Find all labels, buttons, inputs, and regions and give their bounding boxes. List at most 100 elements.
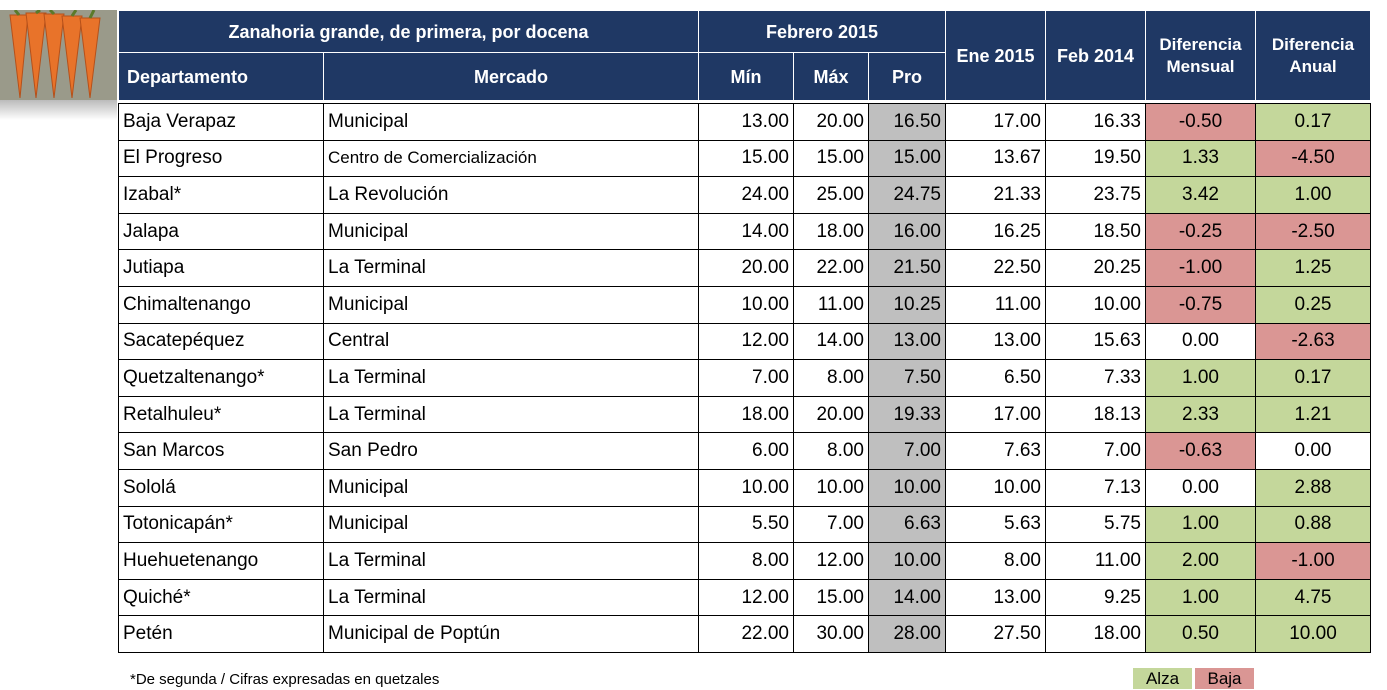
table-cell: 14.00: [793, 322, 869, 361]
table-cell: 1.00: [1145, 578, 1256, 617]
table-cell: 13.00: [945, 578, 1046, 617]
table-cell: 16.00: [868, 212, 946, 251]
table-cell: 18.13: [1045, 395, 1146, 434]
table-cell: 19.33: [868, 395, 946, 434]
carrot-image: [0, 10, 117, 120]
table-cell: San Marcos: [118, 432, 324, 470]
table-cell: 15.00: [793, 139, 869, 178]
column-header: Mín: [698, 52, 794, 101]
table-cell: 25.00: [793, 176, 869, 214]
table-cell: 30.00: [793, 615, 869, 653]
table-cell: -2.50: [1255, 212, 1371, 251]
table-cell: 7.00: [1045, 432, 1146, 470]
table-cell: 1.00: [1145, 359, 1256, 397]
column-header: Departamento: [118, 52, 324, 101]
table-cell: Izabal*: [118, 176, 324, 214]
table-cell: La Terminal: [323, 249, 699, 287]
table-cell: 2.88: [1255, 468, 1371, 507]
table-cell: 21.50: [868, 249, 946, 287]
table-cell: La Terminal: [323, 578, 699, 617]
legend-item: Baja: [1195, 668, 1254, 689]
table-cell: Municipal: [323, 212, 699, 251]
table-cell: 18.00: [793, 212, 869, 251]
table-row: Baja Verapaz Municipal 13.00 20.00 16.50 17.0…: [118, 103, 1371, 141]
table-cell: Retalhuleu*: [118, 395, 324, 434]
table-cell: 6.63: [868, 505, 946, 544]
table-row: Sacatepéquez Central 12.00 14.00 13.00 13.00 1…: [118, 322, 1371, 361]
table-cell: 2.33: [1145, 395, 1256, 434]
table-cell: -0.50: [1145, 103, 1256, 141]
table-cell: -0.25: [1145, 212, 1256, 251]
period-header: Febrero 2015: [698, 10, 946, 53]
table-cell: 5.63: [945, 505, 1046, 544]
table-cell: 10.00: [793, 468, 869, 507]
table-cell: La Terminal: [323, 542, 699, 580]
table-cell: 12.00: [793, 542, 869, 580]
header-table: Zanahoria grande, de primera, por docena…: [118, 10, 1371, 101]
table-cell: 8.00: [945, 542, 1046, 580]
table-cell: 10.00: [945, 468, 1046, 507]
table-cell: Municipal: [323, 285, 699, 324]
table-cell: 2.00: [1145, 542, 1256, 580]
table-cell: Centro de Comercialización: [323, 139, 699, 178]
table-cell: 24.00: [698, 176, 794, 214]
table-cell: 0.00: [1145, 468, 1256, 507]
table-cell: 4.75: [1255, 578, 1371, 617]
table-cell: 1.00: [1145, 505, 1256, 544]
table-cell: 11.00: [793, 285, 869, 324]
table-cell: Jutiapa: [118, 249, 324, 287]
table-cell: 7.00: [793, 505, 869, 544]
table-cell: Totonicapán*: [118, 505, 324, 544]
table-cell: 15.00: [698, 139, 794, 178]
table-cell: 20.00: [793, 395, 869, 434]
column-header: Pro: [868, 52, 946, 101]
table-cell: 0.25: [1255, 285, 1371, 324]
table-cell: 7.00: [868, 432, 946, 470]
column-header: Máx: [793, 52, 869, 101]
table-cell: 1.33: [1145, 139, 1256, 178]
table-cell: Jalapa: [118, 212, 324, 251]
column-header: Diferencia Anual: [1255, 10, 1371, 101]
table-cell: 16.25: [945, 212, 1046, 251]
table-cell: 0.00: [1255, 432, 1371, 470]
table-cell: 1.25: [1255, 249, 1371, 287]
table-cell: 17.00: [945, 395, 1046, 434]
table-row: Jutiapa La Terminal 20.00 22.00 21.50 22.50 20…: [118, 249, 1371, 287]
table-cell: -1.00: [1255, 542, 1371, 580]
table-cell: -0.63: [1145, 432, 1256, 470]
table-cell: Petén: [118, 615, 324, 653]
table-cell: 7.00: [698, 359, 794, 397]
table-cell: 11.00: [945, 285, 1046, 324]
table-cell: 0.17: [1255, 103, 1371, 141]
table-cell: 7.13: [1045, 468, 1146, 507]
table-cell: 10.00: [1255, 615, 1371, 653]
table-cell: 18.50: [1045, 212, 1146, 251]
table-cell: 12.00: [698, 578, 794, 617]
table-cell: 17.00: [945, 103, 1046, 141]
table-cell: 0.50: [1145, 615, 1256, 653]
table-cell: 10.00: [868, 542, 946, 580]
data-table: Baja Verapaz Municipal 13.00 20.00 16.50 17.0…: [118, 103, 1371, 653]
table-row: Sololá Municipal 10.00 10.00 10.00 10.00 7.13 0…: [118, 468, 1371, 507]
table-cell: Quiché*: [118, 578, 324, 617]
table-row: Jalapa Municipal 14.00 18.00 16.00 16.25 18.50…: [118, 212, 1371, 251]
table-cell: 18.00: [1045, 615, 1146, 653]
table-cell: 8.00: [698, 542, 794, 580]
table-cell: 20.25: [1045, 249, 1146, 287]
table-cell: Municipal de Poptún: [323, 615, 699, 653]
table-cell: 7.63: [945, 432, 1046, 470]
table-cell: 20.00: [793, 103, 869, 141]
table-row: Huehuetenango La Terminal 8.00 12.00 10.00 8.…: [118, 542, 1371, 580]
table-cell: 13.00: [945, 322, 1046, 361]
table-cell: 9.25: [1045, 578, 1146, 617]
table-cell: 3.42: [1145, 176, 1256, 214]
table-cell: 18.00: [698, 395, 794, 434]
table-cell: 13.00: [698, 103, 794, 141]
table-cell: 7.50: [868, 359, 946, 397]
table-cell: 27.50: [945, 615, 1046, 653]
table-cell: 16.33: [1045, 103, 1146, 141]
table-row: Chimaltenango Municipal 10.00 11.00 10.25 11.…: [118, 285, 1371, 324]
table-cell: El Progreso: [118, 139, 324, 178]
table-cell: 8.00: [793, 359, 869, 397]
